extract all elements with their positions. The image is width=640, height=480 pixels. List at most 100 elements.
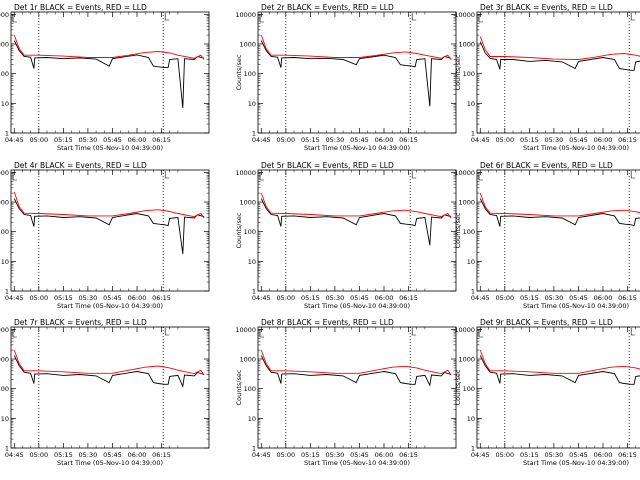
flag-marker-left: [478, 329, 483, 338]
x-tick-label: 06:15: [399, 294, 418, 302]
plot-frame: [257, 11, 457, 134]
series-line-lld: [260, 349, 452, 376]
plot-frame: [10, 326, 210, 449]
y-tick-label: 10000: [0, 326, 9, 334]
y-tick-label: 10000: [235, 326, 256, 334]
x-tick-label: 05:00: [495, 451, 514, 459]
y-tick-label: 1: [471, 130, 475, 138]
panel-title: Det 3r BLACK = Events, RED = LLD: [480, 3, 613, 12]
y-tick-label: 1000: [458, 199, 475, 207]
y-tick-label: 10: [467, 258, 475, 266]
flag-marker-left: [259, 172, 264, 181]
x-axis-label: Start Time (05-Nov-10 04:39:00): [304, 302, 410, 310]
y-tick-label: 10000: [235, 11, 256, 19]
flag-marker-right: [630, 171, 636, 179]
series-line-lld: [13, 34, 205, 60]
x-tick-label: 05:30: [326, 136, 345, 144]
x-axis-label: Start Time (05-Nov-10 04:39:00): [57, 302, 163, 310]
flag-marker-right: [411, 171, 417, 179]
x-axis-label: Start Time (05-Nov-10 04:39:00): [57, 144, 163, 152]
y-tick-label: 1000: [239, 41, 256, 49]
x-tick-label: 05:30: [326, 451, 345, 459]
plot-frame: [476, 11, 640, 134]
x-tick-label: 06:15: [152, 136, 171, 144]
x-tick-label: 05:15: [301, 451, 320, 459]
y-tick-label: 1000: [0, 199, 9, 207]
x-tick-label: 06:00: [128, 294, 147, 302]
y-tick-label: 1: [252, 288, 256, 296]
x-tick-label: 05:15: [301, 294, 320, 302]
series-line-lld: [13, 349, 205, 376]
detector-panel-6: Det 6r BLACK = Events, RED = LLD 1 10 100 10…: [454, 161, 640, 310]
y-tick-label: 100: [244, 228, 256, 236]
x-tick-label: 05:45: [103, 136, 122, 144]
y-tick-label: 1: [252, 130, 256, 138]
x-axis-label: Start Time (05-Nov-10 04:39:00): [523, 144, 629, 152]
detector-panel-3: Det 3r BLACK = Events, RED = LLD 1 10 100 10…: [454, 3, 640, 152]
y-tick-label: 10: [467, 415, 475, 423]
x-tick-label: 04:45: [5, 136, 24, 144]
x-axis-label: Start Time (05-Nov-10 04:39:00): [523, 459, 629, 467]
y-tick-label: 10: [248, 258, 256, 266]
series-line-lld: [479, 192, 640, 217]
x-tick-label: 06:00: [375, 451, 394, 459]
x-tick-label: 05:45: [350, 294, 369, 302]
y-tick-label: 10000: [0, 11, 9, 19]
x-tick-label: 05:15: [54, 451, 73, 459]
detector-panel-8: Det 8r BLACK = Events, RED = LLD 1 10 100 10…: [235, 318, 457, 467]
panel-title: Det 2r BLACK = Events, RED = LLD: [261, 3, 394, 12]
x-tick-label: 05:15: [520, 451, 539, 459]
x-tick-label: 04:45: [252, 136, 271, 144]
x-tick-label: 05:15: [54, 136, 73, 144]
y-tick-label: 10000: [454, 169, 475, 177]
series-line-events: [479, 41, 640, 71]
y-tick-label: 10000: [235, 169, 256, 177]
panel-title: Det 1r BLACK = Events, RED = LLD: [14, 3, 147, 12]
y-tick-label: 100: [463, 385, 475, 393]
flag-marker-left: [259, 329, 264, 338]
x-tick-label: 04:45: [471, 136, 490, 144]
y-tick-label: 100: [244, 385, 256, 393]
series-line-lld: [479, 36, 640, 60]
x-tick-label: 04:45: [471, 451, 490, 459]
flag-marker-left: [12, 172, 17, 181]
flag-marker-right: [630, 13, 636, 21]
detector-panel-2: Det 2r BLACK = Events, RED = LLD 1 10 100 10…: [235, 3, 457, 152]
x-tick-label: 06:00: [375, 136, 394, 144]
plot-frame: [257, 169, 457, 292]
y-tick-label: 100: [463, 70, 475, 78]
x-tick-label: 06:00: [128, 136, 147, 144]
y-tick-label: 1000: [458, 41, 475, 49]
y-tick-label: 100: [463, 228, 475, 236]
flag-marker-right: [164, 328, 170, 336]
y-tick-label: 100: [0, 228, 9, 236]
x-tick-label: 05:00: [276, 294, 295, 302]
series-line-events: [260, 40, 452, 107]
y-axis-label: Counts/sec: [235, 212, 243, 248]
flag-marker-left: [259, 14, 264, 23]
plot-frame: [476, 169, 640, 292]
detector-panel-9: Det 9r BLACK = Events, RED = LLD 1 10 100 10…: [454, 318, 640, 467]
flag-marker-right: [164, 13, 170, 21]
x-tick-label: 05:45: [350, 451, 369, 459]
panel-title: Det 9r BLACK = Events, RED = LLD: [480, 318, 613, 327]
series-line-events: [13, 40, 205, 108]
flag-marker-right: [411, 13, 417, 21]
y-tick-label: 1: [471, 288, 475, 296]
panel-title: Det 7r BLACK = Events, RED = LLD: [14, 318, 147, 327]
plot-frame: [476, 326, 640, 449]
x-tick-label: 04:45: [5, 451, 24, 459]
y-tick-label: 1: [5, 288, 9, 296]
x-tick-label: 06:00: [128, 451, 147, 459]
x-tick-label: 05:45: [569, 294, 588, 302]
x-tick-label: 06:15: [618, 294, 637, 302]
y-tick-label: 10000: [454, 326, 475, 334]
y-tick-label: 10: [1, 415, 9, 423]
x-tick-label: 05:30: [79, 294, 98, 302]
y-tick-label: 10: [248, 415, 256, 423]
series-line-lld: [260, 34, 452, 60]
x-tick-label: 05:00: [29, 294, 48, 302]
x-tick-label: 05:00: [276, 136, 295, 144]
y-tick-label: 1000: [458, 356, 475, 364]
y-tick-label: 10: [248, 100, 256, 108]
